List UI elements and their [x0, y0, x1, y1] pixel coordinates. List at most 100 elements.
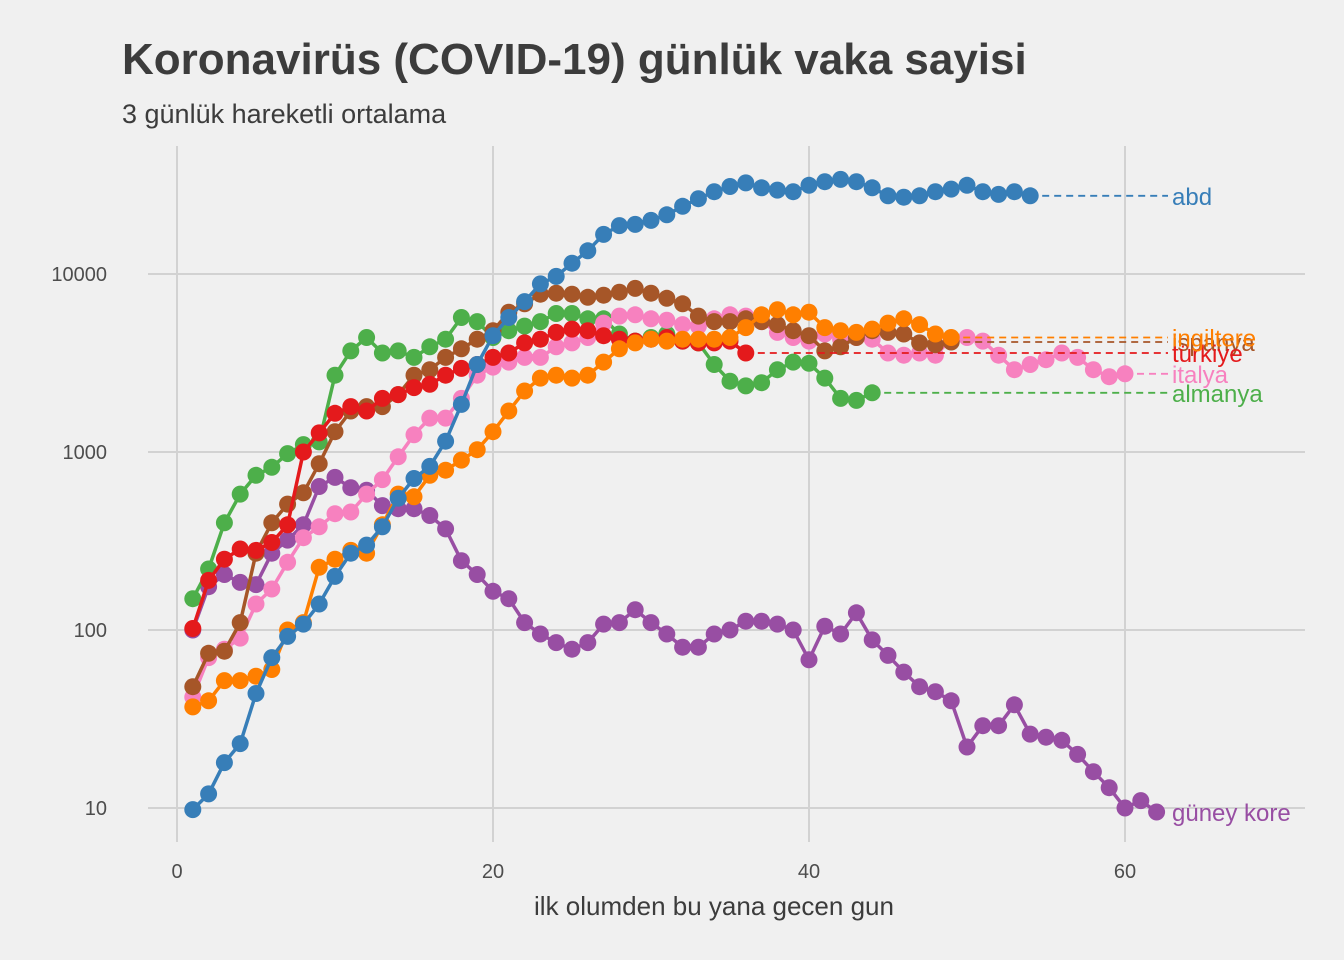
data-point	[184, 590, 202, 608]
data-point	[326, 567, 344, 585]
data-point	[958, 176, 976, 194]
data-point	[389, 448, 407, 466]
data-point	[468, 441, 486, 459]
data-point	[310, 558, 328, 576]
data-point	[721, 178, 739, 195]
data-point	[958, 738, 976, 756]
data-point	[531, 313, 549, 331]
data-point	[294, 615, 312, 633]
data-point	[405, 500, 423, 518]
data-point	[610, 614, 628, 632]
data-point	[595, 327, 613, 345]
data-point	[642, 330, 660, 348]
data-point	[531, 275, 549, 293]
data-point	[342, 342, 360, 360]
data-point	[832, 322, 850, 340]
data-point	[895, 188, 913, 206]
data-point	[1100, 779, 1118, 797]
data-point	[689, 330, 707, 348]
data-point	[768, 316, 786, 334]
data-point	[610, 340, 628, 358]
data-point	[721, 329, 739, 346]
data-point	[358, 329, 376, 346]
y-tick-label: 1000	[63, 442, 108, 464]
data-point	[200, 785, 218, 803]
data-point	[942, 180, 960, 198]
data-point	[847, 604, 865, 622]
data-point	[516, 334, 534, 352]
data-point	[1100, 368, 1118, 386]
data-point	[974, 717, 992, 735]
data-point	[247, 685, 265, 702]
data-point	[421, 338, 439, 356]
data-point	[1116, 799, 1134, 817]
data-point	[753, 612, 771, 630]
data-point	[437, 366, 455, 384]
data-point	[373, 497, 391, 515]
data-point	[326, 366, 344, 384]
data-point	[1069, 348, 1087, 366]
data-point	[563, 305, 581, 322]
data-point	[863, 384, 881, 402]
data-point	[531, 369, 549, 387]
data-point	[1021, 187, 1039, 205]
data-point	[800, 651, 818, 669]
data-point	[579, 310, 597, 328]
data-point	[247, 466, 265, 484]
data-point	[816, 173, 834, 191]
data-point	[768, 181, 786, 199]
series-end-label: abd	[1172, 184, 1212, 211]
data-point	[784, 306, 802, 324]
data-point	[326, 423, 344, 441]
data-point	[595, 615, 613, 633]
data-point	[373, 471, 391, 489]
data-point	[737, 174, 755, 192]
data-point	[832, 389, 850, 407]
x-tick-label: 0	[171, 861, 182, 883]
x-tick-label: 20	[482, 861, 504, 883]
data-point	[689, 638, 707, 656]
data-point	[626, 215, 644, 233]
data-point	[926, 683, 944, 701]
x-axis-title: ilk olumden bu yana gecen gun	[534, 891, 894, 921]
data-point	[421, 457, 439, 475]
chart-subtitle: 3 günlük hareketli ortalama	[122, 99, 447, 129]
data-point	[452, 340, 470, 358]
data-point	[626, 601, 644, 619]
data-point	[468, 330, 486, 348]
data-point	[911, 678, 929, 696]
series-end-label: ispanya	[1172, 330, 1255, 357]
data-point	[500, 590, 518, 608]
data-point	[737, 612, 755, 630]
data-point	[642, 614, 660, 632]
y-tick-label: 10	[85, 798, 107, 820]
data-point	[768, 615, 786, 633]
data-point	[784, 322, 802, 340]
data-point	[437, 520, 455, 538]
data-point	[579, 288, 597, 306]
data-point	[516, 348, 534, 366]
data-point	[452, 309, 470, 326]
data-point	[705, 330, 723, 348]
data-point	[990, 185, 1008, 203]
data-point	[579, 242, 597, 260]
data-point	[642, 310, 660, 328]
series-end-label: italya	[1172, 362, 1229, 389]
data-point	[895, 663, 913, 681]
data-point	[911, 316, 929, 334]
data-point	[737, 377, 755, 395]
data-point	[389, 386, 407, 404]
data-point	[500, 309, 518, 326]
data-point	[674, 197, 692, 215]
data-point	[247, 595, 265, 613]
data-point	[231, 614, 249, 632]
data-point	[800, 354, 818, 372]
data-point	[200, 571, 218, 589]
data-point	[863, 631, 881, 649]
data-point	[500, 344, 518, 362]
data-point	[547, 284, 565, 302]
data-point	[1005, 361, 1023, 379]
data-point	[1116, 365, 1134, 383]
series-end-label: ingiltere	[1172, 325, 1256, 352]
